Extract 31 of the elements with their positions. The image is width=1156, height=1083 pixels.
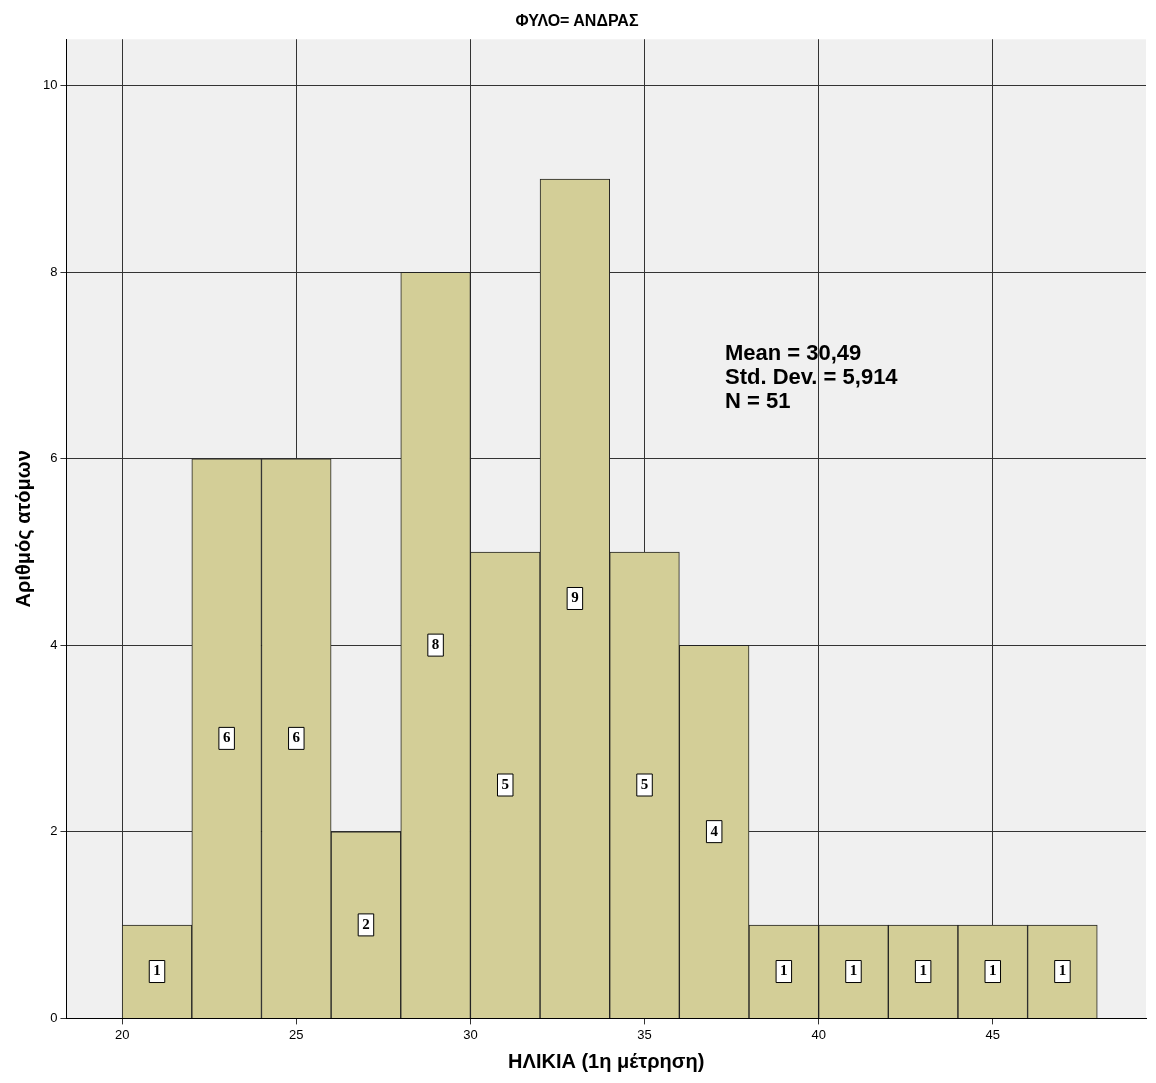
data-label: 8 bbox=[431, 636, 440, 652]
data-label: 9 bbox=[571, 589, 579, 606]
y-tick-label: 0 bbox=[50, 1009, 58, 1025]
y-tick-label: 4 bbox=[50, 636, 58, 652]
data-label: 1 bbox=[153, 962, 161, 979]
x-tick-label: 45 bbox=[985, 1026, 1001, 1042]
data-label: 1 bbox=[919, 962, 927, 979]
data-label: 5 bbox=[501, 775, 509, 792]
y-tick-label: 8 bbox=[50, 263, 58, 279]
x-tick-label: 20 bbox=[114, 1026, 130, 1042]
data-label: 6 bbox=[222, 729, 231, 746]
annotation: N = 51 bbox=[724, 387, 791, 413]
data-label: 1 bbox=[1058, 962, 1067, 979]
x-tick-label: 40 bbox=[811, 1026, 826, 1042]
data-label: 5 bbox=[640, 775, 649, 792]
x-tick-label: 30 bbox=[463, 1026, 478, 1042]
y-tick-label: 10 bbox=[42, 77, 58, 93]
data-label: 6 bbox=[292, 729, 301, 746]
x-tick-label: 25 bbox=[289, 1026, 304, 1042]
annotation: Std. Dev. = 5,914 bbox=[724, 363, 899, 389]
y-axis-title: Αριθμός ατόμων bbox=[11, 450, 34, 608]
data-label: 2 bbox=[362, 915, 370, 932]
y-tick-label: 6 bbox=[50, 450, 58, 466]
data-label: 1 bbox=[849, 962, 858, 979]
data-label: 1 bbox=[989, 962, 997, 979]
data-label: 1 bbox=[780, 962, 788, 979]
x-axis-title: ΗΛΙΚΙΑ (1η μέτρηση) bbox=[508, 1049, 705, 1072]
data-label: 4 bbox=[710, 822, 719, 839]
x-tick-label: 35 bbox=[637, 1026, 652, 1042]
chart-title: ΦΥΛΟ= ΑΝΔΡΑΣ bbox=[515, 12, 639, 30]
y-tick-label: 2 bbox=[50, 823, 58, 839]
